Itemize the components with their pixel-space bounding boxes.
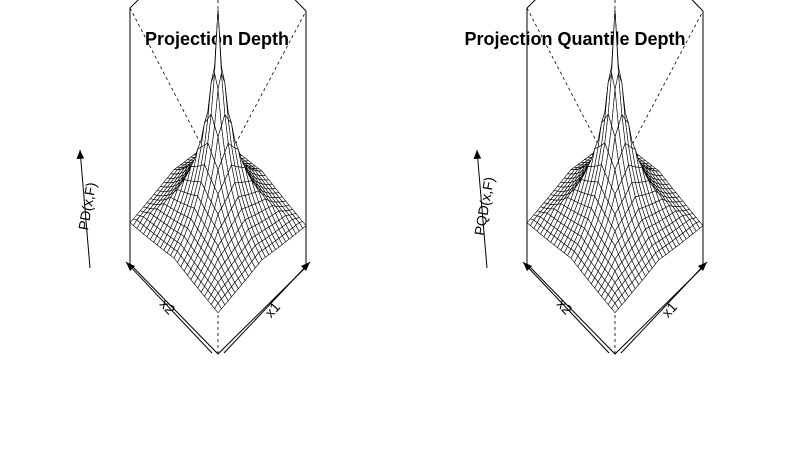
- x1-axis-arrow: [223, 261, 311, 354]
- x1-axis-arrow: [620, 261, 708, 354]
- box-base-edge: [526, 263, 704, 355]
- z-axis-label: PD(x,F): [75, 181, 99, 231]
- arrowhead: [473, 150, 482, 159]
- arrowhead: [698, 262, 707, 271]
- z-axis-arrow: [79, 149, 91, 269]
- chart-title: Projection Quantile Depth: [464, 29, 686, 49]
- box-base-edge: [129, 263, 307, 355]
- x1-axis-label: x1: [261, 299, 283, 321]
- surface-mesh: [526, 9, 704, 314]
- surface-plot: PD(x,F)x2 x1: [75, 0, 311, 355]
- x1-axis-label: x1: [658, 299, 680, 321]
- surface-plot: PQD(x,F)x2 x1: [471, 0, 708, 355]
- panel-projection-quantile-depth: Projection Quantile Depth PQD(x,F) x2 x1: [397, 0, 794, 467]
- surface-mesh: [129, 9, 307, 314]
- surface-facet: [611, 302, 619, 314]
- surface-facet: [214, 302, 222, 314]
- panel-projection-depth: Projection Depth PD(x,F) x2 x1: [75, 0, 311, 355]
- z-axis-arrow: [476, 149, 488, 269]
- arrowhead: [301, 262, 310, 271]
- x2-axis-arrow: [125, 261, 213, 354]
- z-axis-label: PQD(x,F): [471, 176, 497, 237]
- x2-axis-arrow: [522, 261, 610, 354]
- arrowhead: [523, 262, 532, 271]
- arrowhead: [126, 262, 135, 271]
- arrowhead: [76, 150, 85, 159]
